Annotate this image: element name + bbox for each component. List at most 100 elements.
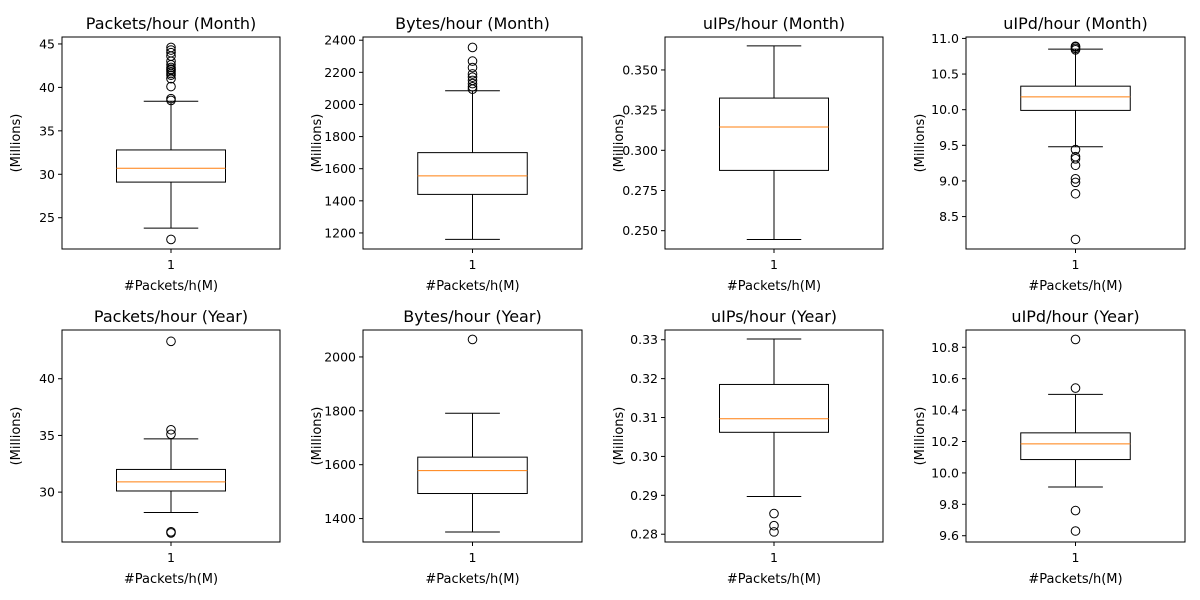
subplot-5: Packets/hour (Year) 30 35 40 1 #Packets/h(M) (…: [9, 307, 281, 587]
x-tick-label: 1: [469, 257, 477, 272]
outlier-point: [166, 336, 176, 347]
y-tick-label: 25: [39, 210, 55, 225]
iqr-box: [417, 456, 528, 495]
x-tick-label: 1: [167, 257, 175, 272]
outlier-point: [467, 69, 478, 79]
y-tick-label: 1600: [324, 457, 356, 472]
outlier-point: [769, 527, 779, 537]
y-tick-label: 0.30: [630, 449, 658, 464]
outlier-point: [166, 424, 176, 435]
y-axis-label: (Millions): [310, 114, 325, 173]
y-tick-label: 30: [39, 485, 55, 500]
y-tick-label: 1600: [324, 161, 356, 176]
y-tick-label: 0.32: [630, 371, 658, 386]
x-tick-label: 1: [770, 550, 778, 565]
x-tick-label: 1: [469, 550, 477, 565]
y-axis-label: (Millions): [9, 114, 24, 173]
outlier-point: [166, 81, 176, 92]
outlier-point: [467, 42, 478, 53]
iqr-box: [116, 149, 226, 183]
y-tick-label: 30: [39, 167, 55, 182]
y-tick-label: 1800: [324, 129, 356, 144]
outlier-point: [166, 42, 176, 53]
axes-frame: [965, 329, 1186, 543]
outlier-point: [166, 429, 176, 440]
y-tick-label: 2200: [324, 65, 356, 80]
outlier-point: [166, 93, 176, 104]
x-axis-label: #Packets/h(M): [425, 279, 519, 294]
x-axis-label: #Packets/h(M): [1028, 279, 1122, 294]
y-tick-label: 10.2: [931, 434, 959, 449]
y-axis-label: (Millions): [612, 114, 627, 173]
y-tick-label: 2400: [324, 33, 356, 48]
outlier-point: [166, 62, 176, 73]
y-tick-label: 0.33: [630, 332, 658, 347]
outlier-point: [467, 334, 478, 345]
subplot-title: Bytes/hour (Year): [403, 307, 541, 326]
y-tick-label: 0.350: [622, 62, 658, 77]
x-axis-label: #Packets/h(M): [1028, 572, 1122, 587]
x-tick-label: 1: [1072, 257, 1080, 272]
subplot-title: uIPd/hour (Month): [1003, 14, 1147, 33]
outlier-point: [1070, 144, 1081, 155]
subplot-title: uIPs/hour (Year): [711, 307, 837, 326]
subplot-title: Packets/hour (Month): [86, 14, 256, 33]
iqr-box: [719, 383, 829, 433]
y-tick-label: 9.0: [939, 173, 959, 188]
outlier-point: [1070, 334, 1081, 345]
y-tick-label: 10.6: [931, 371, 959, 386]
y-tick-label: 35: [39, 428, 55, 443]
outlier-point: [467, 62, 478, 73]
outlier-point: [1070, 177, 1081, 188]
subplot-title: Packets/hour (Year): [94, 307, 248, 326]
subplot-1: Packets/hour (Month) 25 30 35 40 45 1 #Packets/…: [9, 14, 281, 294]
subplot-4: uIPd/hour (Month) 8.5 9.0 9.5 10.0 10.5 11.0 1 #…: [913, 14, 1186, 294]
y-tick-label: 1400: [324, 511, 356, 526]
subplot-7: uIPs/hour (Year) 0.28 0.29 0.30 0.31 0.32 0.33…: [612, 307, 884, 587]
outlier-point: [1070, 526, 1081, 536]
iqr-box: [417, 152, 528, 195]
y-tick-label: 11.0: [931, 31, 959, 46]
outlier-point: [1070, 41, 1081, 52]
outlier-point: [467, 56, 478, 66]
y-tick-label: 2000: [324, 97, 356, 112]
x-tick-label: 1: [1072, 550, 1080, 565]
y-axis-label: (Millions): [612, 407, 627, 466]
y-tick-label: 0.31: [630, 410, 658, 425]
outlier-point: [166, 47, 176, 58]
y-tick-label: 35: [39, 123, 55, 138]
x-axis-label: #Packets/h(M): [124, 572, 218, 587]
x-tick-label: 1: [167, 550, 175, 565]
iqr-box: [719, 97, 829, 171]
outlier-point: [1070, 154, 1081, 164]
y-tick-label: 45: [39, 36, 55, 51]
y-tick-label: 10.0: [931, 102, 959, 117]
iqr-box: [1020, 85, 1131, 111]
outlier-point: [467, 81, 478, 92]
outlier-point: [1070, 174, 1081, 184]
y-axis-label: (Millions): [9, 407, 24, 466]
iqr-box: [116, 468, 226, 492]
outlier-point: [166, 234, 176, 245]
subplot-2: Bytes/hour (Month) 1200 1400 1600 1800 2000 22…: [310, 14, 583, 294]
subplot-8: uIPd/hour (Year) 9.6 9.8 10.0 10.2 10.4 10.6 10…: [913, 307, 1186, 587]
y-tick-label: 10.4: [931, 403, 959, 418]
y-tick-label: 40: [39, 80, 55, 95]
y-tick-label: 1800: [324, 403, 356, 418]
y-tick-label: 0.29: [630, 488, 658, 503]
y-axis-label: (Millions): [913, 407, 928, 466]
outlier-point: [467, 75, 478, 86]
x-tick-label: 1: [770, 257, 778, 272]
y-tick-label: 0.300: [622, 143, 658, 158]
y-tick-label: 1200: [324, 225, 356, 240]
y-tick-label: 8.5: [939, 209, 959, 224]
outlier-point: [467, 72, 478, 82]
subplot-title: Bytes/hour (Month): [395, 14, 550, 33]
y-tick-label: 10.0: [931, 465, 959, 480]
x-axis-label: #Packets/h(M): [425, 572, 519, 587]
outlier-point: [166, 45, 176, 55]
outlier-point: [769, 520, 779, 531]
y-tick-label: 0.250: [622, 223, 658, 238]
y-tick-label: 9.8: [939, 497, 959, 512]
